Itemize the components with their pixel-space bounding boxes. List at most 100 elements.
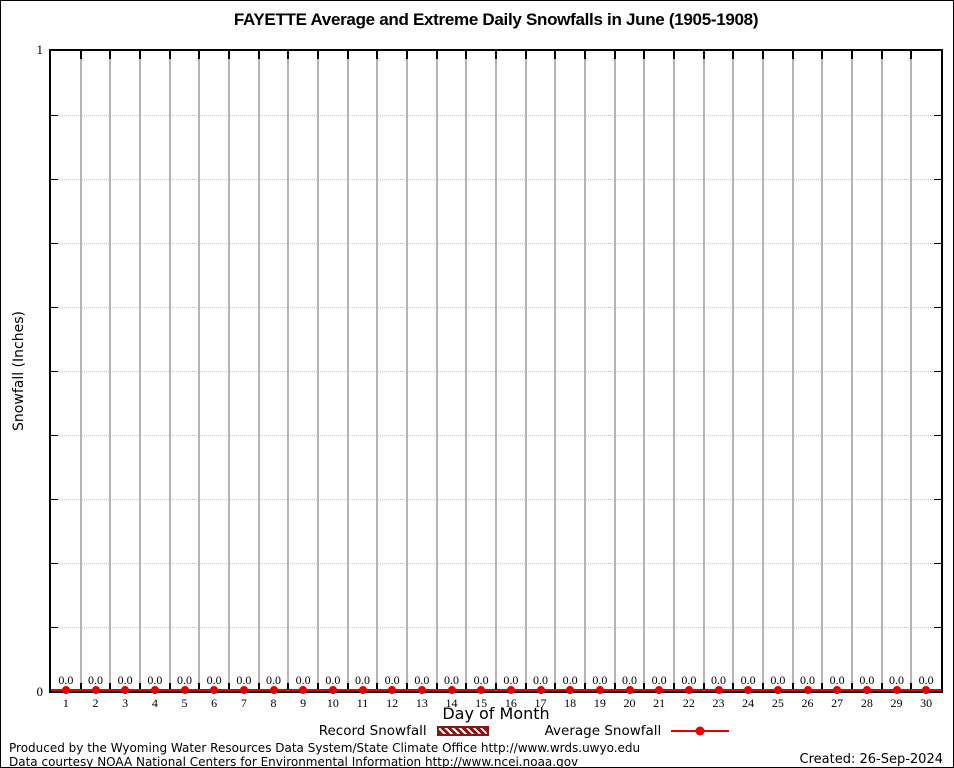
day-separator-line xyxy=(257,51,260,691)
day-boundary-tick-bottom xyxy=(168,683,171,691)
created-date: Created: 26-Sep-2024 xyxy=(799,752,943,767)
x-tick-label: 16 xyxy=(504,696,517,710)
x-tick-label: 7 xyxy=(240,696,247,710)
y-tick-label-max: 1 xyxy=(36,42,44,57)
day-boundary-tick-top xyxy=(732,51,735,59)
day-boundary-tick-top xyxy=(673,51,675,59)
point-value-label: 0.0 xyxy=(206,673,222,687)
average-snowfall-point xyxy=(180,686,189,694)
x-tick-label: 20 xyxy=(623,696,636,710)
day-boundary-tick-top xyxy=(79,51,82,59)
point-value-label: 0.0 xyxy=(414,673,430,687)
day-boundary-tick-top xyxy=(465,51,468,59)
y-minor-tick-right xyxy=(934,307,941,308)
x-tick-label: 10 xyxy=(326,696,339,710)
y-axis-label: Snowfall (Inches) xyxy=(11,311,27,431)
point-value-label: 0.0 xyxy=(770,673,786,687)
average-snowfall-point xyxy=(506,686,515,694)
day-separator-line xyxy=(465,51,468,691)
y-minor-tick-right xyxy=(934,435,941,436)
day-boundary-tick-bottom xyxy=(702,683,705,691)
y-minor-tick-right xyxy=(934,563,941,564)
point-value-label: 0.0 xyxy=(295,673,311,687)
point-value-label: 0.0 xyxy=(503,673,519,687)
day-boundary-tick-top xyxy=(139,51,141,59)
footer-produced-by: Produced by the Wyoming Water Resources … xyxy=(9,741,641,755)
day-separator-line xyxy=(821,51,824,691)
point-value-label: 0.0 xyxy=(622,673,637,687)
day-boundary-tick-top xyxy=(643,51,646,59)
x-tick-label: 14 xyxy=(445,696,458,710)
point-value-label: 0.0 xyxy=(889,673,904,687)
day-separator-line xyxy=(732,51,735,691)
y-minor-tick-right xyxy=(934,243,941,244)
average-snowfall-point xyxy=(655,686,664,694)
day-boundary-tick-bottom xyxy=(435,683,438,691)
point-value-label: 0.0 xyxy=(829,673,845,687)
day-boundary-tick-top xyxy=(762,51,764,59)
average-snowfall-point xyxy=(121,686,130,694)
average-snowfall-point xyxy=(536,686,545,694)
day-boundary-tick-bottom xyxy=(376,683,379,691)
day-boundary-tick-bottom xyxy=(79,683,82,691)
legend-label-record-snowfall: Record Snowfall xyxy=(318,723,427,739)
average-snowfall-point xyxy=(150,686,159,694)
x-tick-labels: 1 2 3 4 5 6 7 8 9 10 11 12 13 14 15 16 17 18 19 20 21 22 23 24 2… xyxy=(51,697,941,711)
point-value-label: 0.0 xyxy=(117,673,133,687)
y-minor-tick-left xyxy=(51,371,58,372)
point-value-label: 0.0 xyxy=(681,673,697,687)
day-boundary-tick-bottom xyxy=(732,683,735,691)
y-minor-tick-left xyxy=(51,563,58,564)
day-separator-line xyxy=(317,51,319,691)
y-minor-tick-right xyxy=(934,371,941,372)
day-separator-line xyxy=(643,51,646,691)
day-separator-line xyxy=(524,51,527,691)
point-value-label: 0.0 xyxy=(88,673,103,687)
day-boundary-tick-top xyxy=(702,51,705,59)
day-boundary-tick-bottom xyxy=(762,683,764,691)
x-tick-label: 19 xyxy=(593,696,606,710)
average-snowfall-point xyxy=(566,686,575,694)
point-value-label: 0.0 xyxy=(384,673,400,687)
day-boundary-tick-top xyxy=(198,51,201,59)
average-snowfall-line xyxy=(51,689,941,691)
day-boundary-tick-bottom xyxy=(524,683,527,691)
y-minor-tick-left xyxy=(51,179,58,180)
day-separator-line xyxy=(495,51,497,691)
x-tick-label: 24 xyxy=(742,696,755,710)
average-snowfall-point xyxy=(269,686,278,694)
x-tick-label: 5 xyxy=(181,696,188,710)
day-boundary-tick-bottom xyxy=(821,683,824,691)
legend-swatch-record-snowfall xyxy=(436,726,489,736)
average-snowfall-point xyxy=(684,686,693,694)
point-value-label: 0.0 xyxy=(236,673,252,687)
day-boundary-tick-top xyxy=(495,51,497,59)
day-boundary-tick-bottom xyxy=(198,683,201,691)
y-tick-label-min: 0 xyxy=(36,684,44,699)
footer-data-courtesy: Data courtesy NOAA National Centers for … xyxy=(9,755,579,768)
x-tick-label: 26 xyxy=(801,696,814,710)
legend: Record Snowfall Average Snowfall xyxy=(77,723,953,739)
point-value-label: 0.0 xyxy=(740,673,756,687)
day-boundary-tick-top xyxy=(910,51,913,59)
legend-label-average-snowfall: Average Snowfall xyxy=(544,723,662,739)
average-snowfall-point xyxy=(417,686,426,694)
day-boundary-tick-bottom xyxy=(643,683,646,691)
average-snowfall-point xyxy=(892,686,901,694)
average-snowfall-point xyxy=(862,686,871,694)
day-boundary-tick-bottom xyxy=(495,683,497,691)
day-boundary-tick-bottom xyxy=(109,683,112,691)
plot-area: 0.0 0.0 0.0 0.0 0.0 0.0 0.0 0.0 0.0 0.0 0.0 0.0 0.0 0… xyxy=(49,49,943,694)
y-minor-tick-right xyxy=(934,499,941,500)
day-boundary-tick-top xyxy=(257,51,260,59)
day-boundary-tick-top xyxy=(851,51,853,59)
average-snowfall-point xyxy=(91,686,100,694)
x-tick-label: 27 xyxy=(831,696,844,710)
average-snowfall-point xyxy=(744,686,753,694)
day-boundary-tick-top xyxy=(435,51,438,59)
point-value-label: 0.0 xyxy=(651,673,667,687)
point-value-label: 0.0 xyxy=(918,673,934,687)
day-boundary-tick-bottom xyxy=(613,683,616,691)
day-boundary-tick-bottom xyxy=(228,683,230,691)
x-axis-label: Day of Month xyxy=(442,704,550,723)
